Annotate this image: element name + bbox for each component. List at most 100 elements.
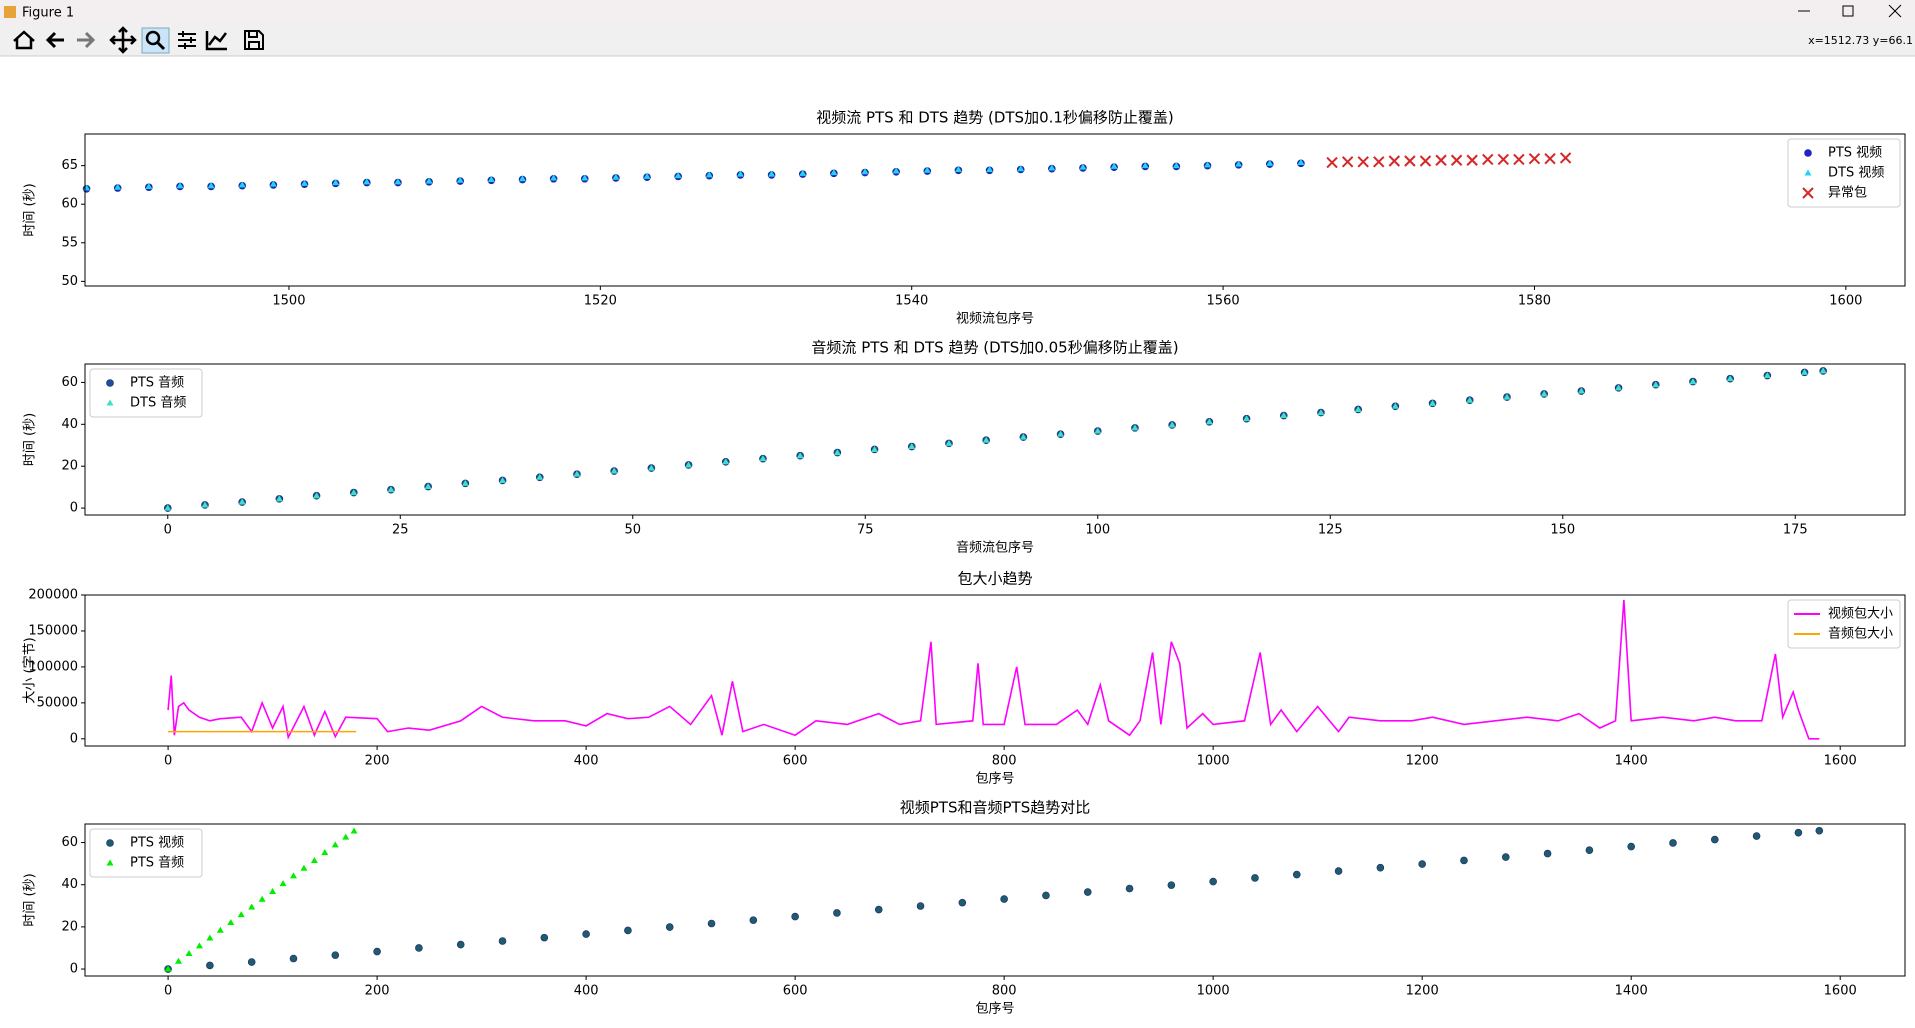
forward-button[interactable] bbox=[77, 31, 96, 49]
anomaly-marker bbox=[1373, 156, 1385, 168]
x-tick-label: 150 bbox=[1550, 523, 1575, 538]
circle-marker bbox=[624, 926, 632, 935]
triangle-marker bbox=[581, 174, 589, 181]
subplots-button[interactable] bbox=[178, 31, 196, 49]
triangle-marker bbox=[1141, 162, 1149, 169]
chart-title: 视频流 PTS 和 DTS 趋势 (DTS加0.1秒偏移防止覆盖) bbox=[816, 109, 1174, 127]
x-tick-label: 1200 bbox=[1406, 754, 1439, 769]
triangle-marker bbox=[269, 180, 277, 187]
circle-marker bbox=[1501, 853, 1510, 861]
triangle-marker bbox=[258, 895, 266, 902]
y-tick-label: 20 bbox=[61, 919, 78, 934]
y-tick-label: 55 bbox=[61, 235, 78, 250]
triangle-marker bbox=[164, 965, 172, 972]
legend-marker bbox=[1804, 169, 1812, 176]
circle-marker bbox=[1292, 870, 1301, 879]
x-tick-label: 1000 bbox=[1197, 754, 1230, 769]
triangle-marker bbox=[799, 169, 807, 176]
triangle-marker bbox=[456, 176, 464, 183]
x-axis-label: 音频流包序号 bbox=[956, 540, 1034, 556]
pan-button[interactable] bbox=[109, 26, 137, 54]
triangle-marker bbox=[487, 176, 495, 183]
legend-marker bbox=[106, 399, 114, 406]
anomaly-marker bbox=[1513, 153, 1525, 166]
triangle-marker bbox=[536, 473, 544, 480]
x-tick-label: 1540 bbox=[895, 294, 928, 309]
triangle-marker bbox=[861, 168, 869, 175]
y-axis-label: 时间 (秒) bbox=[23, 183, 38, 236]
save-button[interactable] bbox=[244, 30, 264, 50]
triangle-marker bbox=[206, 934, 214, 941]
triangle-marker bbox=[643, 172, 651, 179]
triangle-marker bbox=[300, 864, 308, 871]
close-button[interactable] bbox=[1888, 4, 1902, 18]
y-tick-label: 40 bbox=[61, 417, 78, 432]
anomaly-marker bbox=[1419, 155, 1432, 167]
triangle-marker bbox=[871, 445, 879, 452]
circle-marker bbox=[1334, 867, 1343, 875]
triangle-marker bbox=[954, 165, 962, 172]
circle-marker bbox=[373, 947, 381, 956]
triangle-marker bbox=[1801, 368, 1809, 375]
back-button[interactable] bbox=[45, 31, 64, 49]
legend-label: 异常包 bbox=[1828, 186, 1867, 201]
x-tick-label: 1500 bbox=[272, 294, 305, 309]
home-button[interactable] bbox=[13, 30, 35, 50]
circle-marker bbox=[749, 916, 758, 924]
triangle-marker bbox=[342, 833, 350, 840]
axes-frame bbox=[84, 133, 1906, 287]
triangle-marker bbox=[1079, 163, 1087, 170]
x-tick-label: 600 bbox=[783, 984, 808, 999]
anomaly-marker bbox=[1559, 152, 1572, 164]
triangle-marker bbox=[796, 452, 804, 459]
anomaly-marker bbox=[1466, 154, 1478, 166]
legend-marker bbox=[106, 839, 114, 847]
x-tick-label: 0 bbox=[164, 754, 172, 769]
triangle-marker bbox=[1689, 378, 1697, 385]
legend-label: PTS 音频 bbox=[130, 375, 184, 391]
circle-marker bbox=[1167, 881, 1176, 889]
legend-label: PTS 音频 bbox=[130, 855, 184, 871]
triangle-marker bbox=[1280, 412, 1288, 419]
circle-marker bbox=[1251, 874, 1259, 882]
x-tick-label: 1580 bbox=[1518, 294, 1551, 309]
x-tick-label: 400 bbox=[574, 754, 599, 769]
triangle-marker bbox=[1540, 390, 1548, 397]
circle-marker bbox=[1669, 839, 1677, 847]
triangle-marker bbox=[1110, 162, 1118, 169]
triangle-marker bbox=[550, 174, 558, 181]
legend-label: PTS 视频 bbox=[130, 836, 184, 851]
triangle-marker bbox=[238, 181, 246, 188]
circle-marker bbox=[456, 940, 465, 949]
x-tick-label: 1560 bbox=[1207, 294, 1240, 309]
triangle-marker bbox=[610, 467, 618, 474]
triangle-marker bbox=[647, 464, 655, 471]
triangle-marker bbox=[176, 182, 184, 189]
x-tick-label: 200 bbox=[365, 984, 390, 999]
triangle-marker bbox=[986, 165, 994, 172]
triangle-marker bbox=[982, 436, 990, 443]
triangle-marker bbox=[350, 489, 358, 496]
triangle-marker bbox=[227, 918, 235, 925]
triangle-marker bbox=[164, 504, 172, 511]
y-tick-label: 60 bbox=[61, 835, 78, 850]
triangle-marker bbox=[612, 173, 620, 180]
x-tick-label: 1600 bbox=[1824, 754, 1857, 769]
triangle-marker bbox=[461, 479, 469, 486]
circle-marker bbox=[540, 933, 549, 942]
y-axis-label: 大小 (字节) bbox=[23, 637, 38, 703]
triangle-marker bbox=[216, 926, 224, 933]
maximize-button[interactable] bbox=[1842, 5, 1854, 17]
triangle-marker bbox=[248, 903, 256, 910]
triangle-marker bbox=[1354, 405, 1362, 412]
circle-marker bbox=[206, 961, 214, 970]
chart-title: 视频PTS和音频PTS趋势对比 bbox=[900, 799, 1090, 817]
triangle-marker bbox=[1057, 430, 1065, 437]
anomaly-marker bbox=[1435, 154, 1447, 166]
title-bar bbox=[0, 0, 1915, 27]
y-axis-label: 时间 (秒) bbox=[23, 873, 38, 926]
circle-marker bbox=[582, 930, 590, 938]
triangle-marker bbox=[424, 483, 432, 490]
axes-button[interactable] bbox=[205, 31, 227, 51]
